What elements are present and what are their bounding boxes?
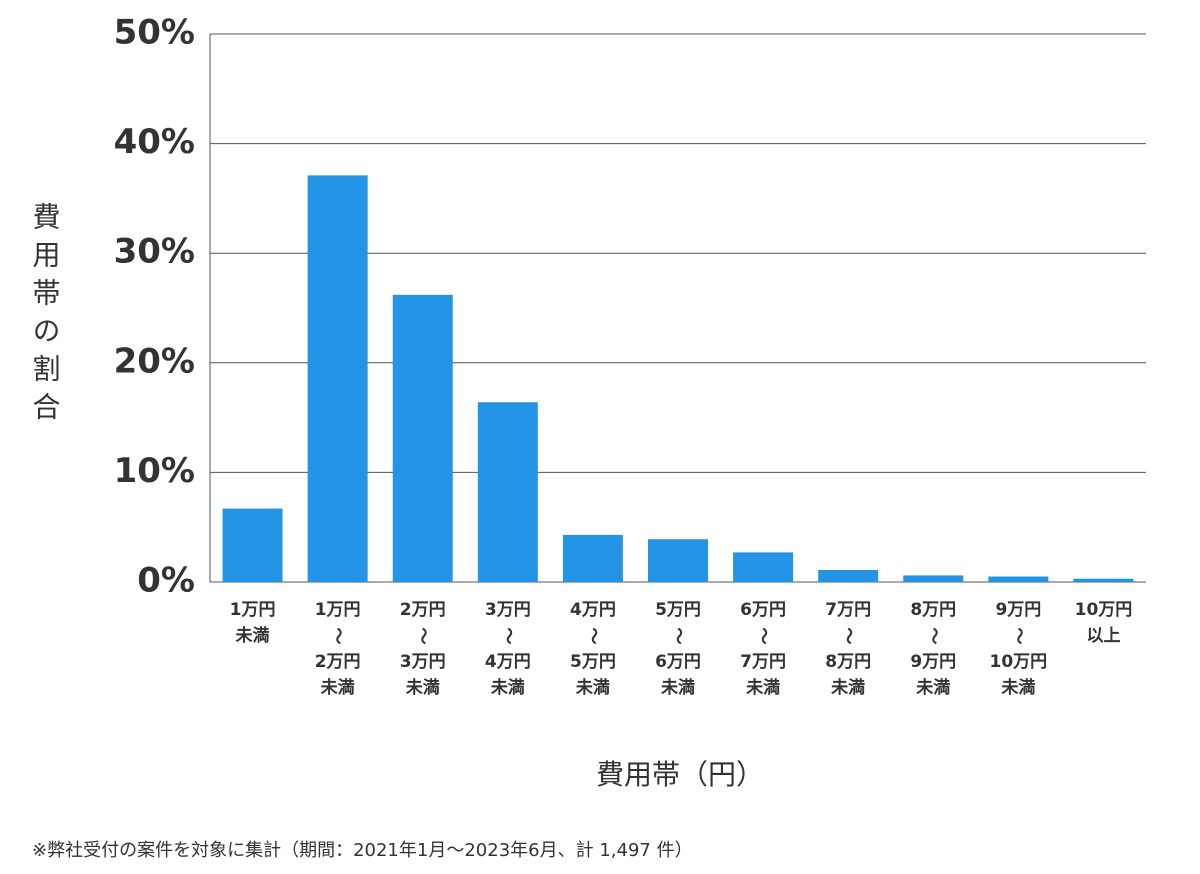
x-tick-label: 6万円 [740, 600, 786, 620]
x-tick-label: 未満 [1000, 677, 1035, 698]
x-tick-label: 〜 [1008, 628, 1028, 645]
x-tick-label: 未満 [405, 677, 440, 698]
x-tick-label: 4万円 [485, 652, 531, 672]
bar [818, 569, 879, 582]
bar [733, 552, 794, 582]
x-tick-label: 1万円 [315, 600, 361, 620]
y-tick-label: 0% [137, 561, 195, 601]
note: ※弊社受付の案件を対象に集計（期間：2021年1月～2023年6月、計 1,49… [32, 840, 693, 861]
x-tick-label: 3万円 [485, 600, 531, 620]
y-tick-label: 50% [114, 13, 195, 53]
x-tick-label: 1万円 [230, 600, 276, 620]
x-axis-label: 費用帯（円） [596, 758, 764, 791]
x-tick-label: 未満 [575, 677, 610, 698]
y-axis-label: 費用帯の割合 [29, 202, 62, 430]
bar [988, 576, 1049, 582]
x-tick-label: 未満 [320, 677, 355, 698]
x-tick-label: 8万円 [825, 652, 871, 672]
x-tick-label: 〜 [583, 628, 603, 645]
x-tick-label: 〜 [498, 628, 518, 645]
y-tick-label: 40% [114, 122, 195, 162]
y-tick-label: 30% [114, 232, 195, 272]
x-tick-label: 未満 [915, 677, 950, 698]
bar [903, 575, 964, 582]
x-tick-label: 〜 [328, 628, 348, 645]
x-tick-label: 9万円 [995, 600, 1041, 620]
x-tick-label: 未満 [235, 625, 270, 646]
x-tick-label: 10万円 [1075, 600, 1133, 620]
x-tick-label: 10万円 [990, 652, 1048, 672]
x-tick-label: 未満 [830, 677, 865, 698]
x-tick-label: 〜 [838, 628, 858, 645]
bar [648, 539, 708, 582]
x-tick-label: 未満 [660, 677, 695, 698]
x-tick-label: 8万円 [910, 600, 956, 620]
x-tick-label: 未満 [745, 677, 780, 698]
x-tick-label: 未満 [490, 677, 525, 698]
bar [392, 294, 453, 582]
bar [477, 402, 538, 582]
x-tick-label: 4万円 [570, 600, 616, 620]
x-tick-label: 2万円 [400, 600, 446, 620]
x-tick-label: 7万円 [740, 652, 786, 672]
bar [562, 534, 623, 582]
y-tick-label: 10% [114, 451, 195, 491]
x-tick-label: 9万円 [910, 652, 956, 672]
x-tick-label: 5万円 [570, 652, 616, 672]
bar [222, 508, 283, 582]
x-tick-label: 5万円 [655, 600, 701, 620]
x-tick-label: 2万円 [315, 652, 361, 672]
x-tick-label: 〜 [668, 628, 688, 645]
x-tick-label: 6万円 [655, 652, 701, 672]
x-tick-label: 〜 [753, 628, 773, 645]
y-tick-label: 20% [114, 341, 195, 381]
bar [1073, 578, 1134, 582]
x-tick-label: 〜 [413, 628, 433, 645]
x-tick-label: 以上 [1086, 626, 1120, 646]
x-tick-label: 〜 [923, 628, 943, 645]
x-tick-label: 3万円 [400, 652, 446, 672]
bar [307, 175, 368, 582]
x-tick-label: 7万円 [825, 600, 871, 620]
